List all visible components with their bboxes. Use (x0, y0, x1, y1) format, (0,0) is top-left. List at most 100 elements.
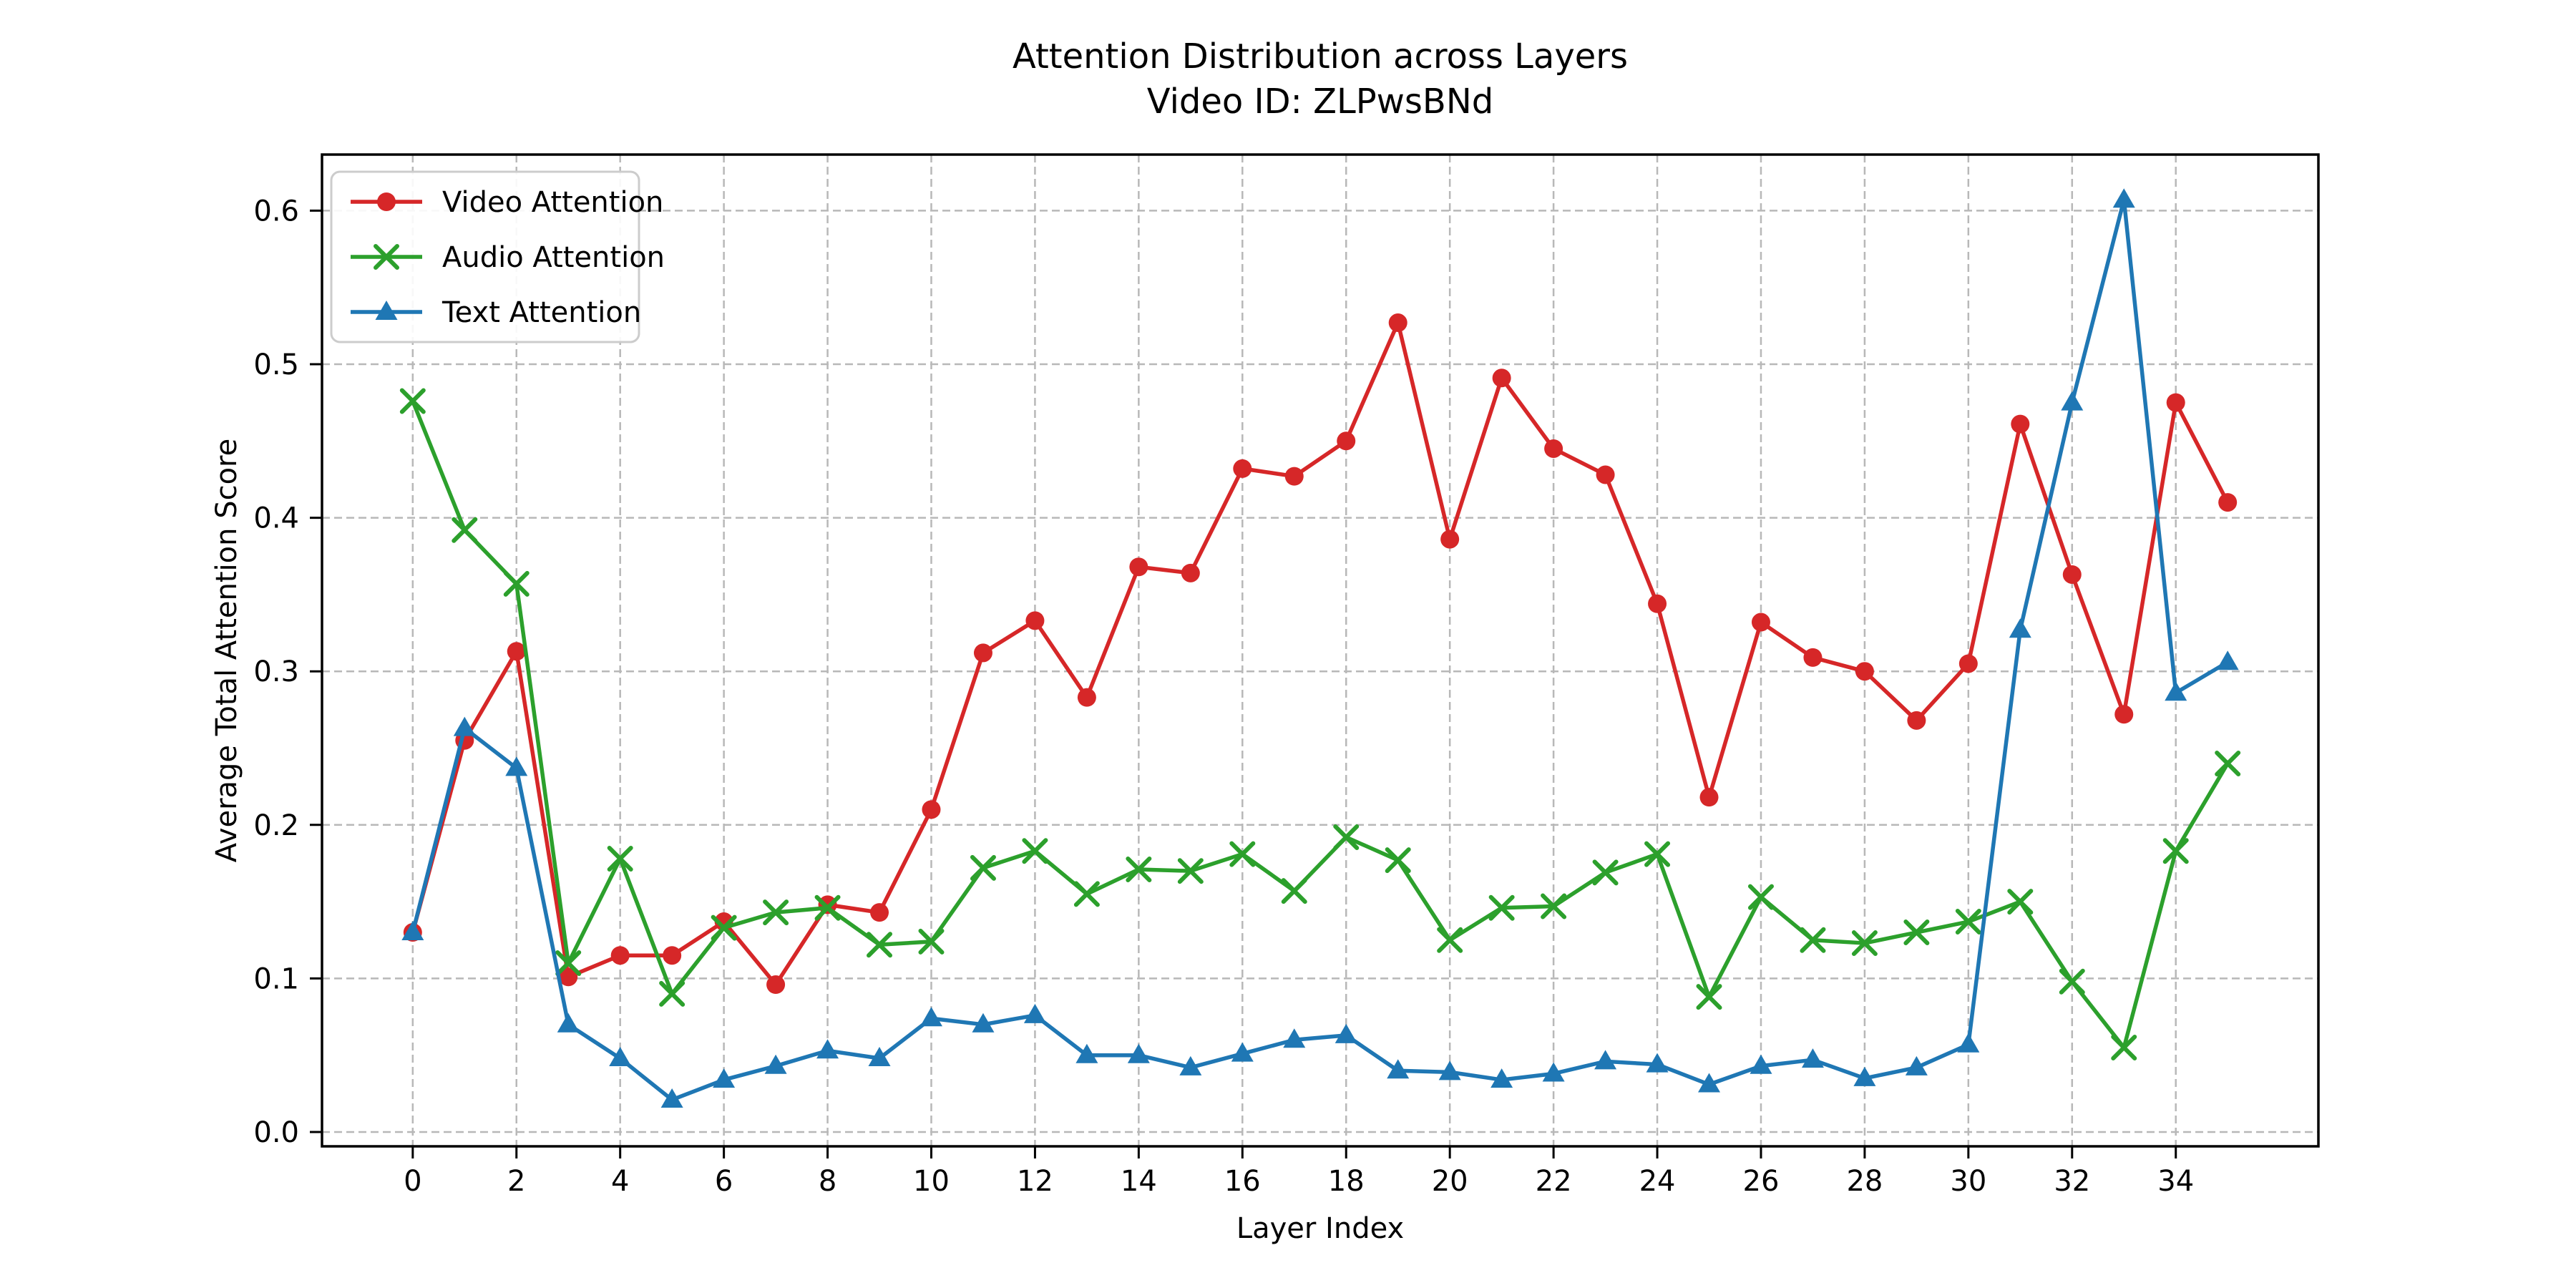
legend-item-text-attention: Text Attention (351, 296, 641, 329)
marker-circle (766, 975, 786, 995)
marker-triangle (375, 301, 398, 320)
marker-triangle (972, 1013, 995, 1033)
marker-circle (507, 642, 526, 661)
y-tick-label: 0.5 (253, 348, 299, 381)
marker-triangle (2061, 391, 2084, 411)
marker-triangle (2165, 681, 2187, 701)
marker-circle (2218, 493, 2238, 512)
marker-circle (377, 192, 396, 211)
marker-circle (2011, 414, 2030, 434)
marker-circle (1129, 557, 1148, 577)
ticks (310, 209, 2177, 1158)
marker-triangle (1698, 1073, 1721, 1093)
y-tick-label: 0.1 (253, 962, 299, 995)
x-tick-label: 16 (1224, 1165, 1261, 1198)
marker-x (607, 846, 633, 872)
marker-triangle (1905, 1055, 1928, 1075)
marker-x (763, 899, 789, 926)
legend-item-audio-attention: Audio Attention (351, 241, 665, 274)
y-tick-label: 0.0 (253, 1116, 299, 1149)
marker-triangle (1853, 1066, 1876, 1086)
marker-x (2215, 750, 2241, 776)
marker-circle (1544, 439, 1563, 458)
legend-box (330, 170, 640, 343)
marker-triangle (1075, 1043, 1098, 1063)
x-tick-label: 18 (1328, 1165, 1365, 1198)
marker-triangle (1023, 1003, 1046, 1023)
marker-x (1592, 859, 1619, 886)
marker-circle (1648, 594, 1667, 613)
x-tick-label: 20 (1432, 1165, 1468, 1198)
marker-x (374, 244, 399, 270)
marker-triangle (2009, 618, 2031, 638)
x-tick-label: 32 (2054, 1165, 2090, 1198)
marker-x (1955, 909, 1981, 935)
marker-triangle (868, 1047, 891, 1067)
marker-circle (559, 967, 578, 987)
marker-x (1851, 930, 1878, 957)
marker-triangle (1127, 1043, 1150, 1063)
marker-x (1541, 893, 1567, 919)
marker-x (867, 932, 893, 958)
marker-circle (1077, 688, 1096, 707)
marker-circle (1907, 711, 1926, 730)
marker-circle (1181, 563, 1200, 582)
legend-label: Video Attention (442, 186, 663, 219)
marker-circle (1284, 467, 1304, 486)
marker-triangle (1438, 1060, 1461, 1080)
x-tick-label: 28 (1846, 1165, 1883, 1198)
x-axis-label: Layer Index (1236, 1212, 1404, 1245)
marker-x (1281, 878, 1307, 904)
marker-circle (663, 946, 682, 965)
marker-circle (1440, 530, 1460, 549)
marker-circle (1855, 662, 1874, 681)
marker-x (503, 570, 530, 597)
marker-x (1229, 841, 1256, 867)
marker-circle (973, 643, 992, 663)
x-tick-label: 6 (715, 1165, 733, 1198)
x-tick-label: 2 (507, 1165, 525, 1198)
marker-x (2111, 1035, 2137, 1060)
legend-label: Text Attention (441, 296, 641, 329)
y-axis-label: Average Total Attention Score (210, 439, 243, 862)
marker-x (1488, 894, 1515, 921)
marker-circle (1388, 313, 1407, 333)
series-video-attention (403, 313, 2238, 995)
marker-triangle (1387, 1059, 1410, 1079)
x-tick-label: 14 (1121, 1165, 1157, 1198)
grid (322, 155, 2318, 1146)
marker-x (1437, 927, 1463, 953)
marker-x (711, 914, 737, 941)
marker-x (659, 980, 686, 1007)
marker-triangle (1801, 1048, 1824, 1068)
x-tick-label: 0 (404, 1165, 421, 1198)
marker-circle (870, 903, 889, 922)
marker-circle (1699, 788, 1719, 807)
marker-circle (2166, 393, 2185, 412)
marker-circle (1596, 465, 1615, 484)
marker-x (970, 854, 996, 881)
chart-subtitle: Video ID: ZLPwsBNd (1147, 82, 1493, 122)
series-line (411, 321, 2230, 987)
marker-x (555, 950, 582, 976)
series-text-attention (401, 188, 2239, 1108)
marker-x (1903, 919, 1930, 946)
x-tick-label: 8 (819, 1165, 836, 1198)
marker-triangle (660, 1088, 683, 1108)
marker-triangle (2112, 188, 2135, 208)
x-tick-label: 30 (1950, 1165, 1986, 1198)
x-tick-label: 22 (1536, 1165, 1572, 1198)
marker-triangle (1283, 1028, 1306, 1048)
y-tick-label: 0.2 (253, 809, 299, 842)
marker-x (814, 894, 841, 921)
marker-circle (2062, 565, 2082, 584)
marker-circle (1025, 611, 1045, 630)
marker-triangle (1750, 1054, 1772, 1074)
marker-x (1126, 857, 1152, 883)
marker-x (2059, 968, 2085, 995)
marker-triangle (764, 1054, 787, 1074)
marker-triangle (1491, 1068, 1513, 1088)
x-tick-label: 24 (1639, 1165, 1676, 1198)
marker-x (1333, 824, 1360, 850)
x-tick-label: 10 (913, 1165, 950, 1198)
